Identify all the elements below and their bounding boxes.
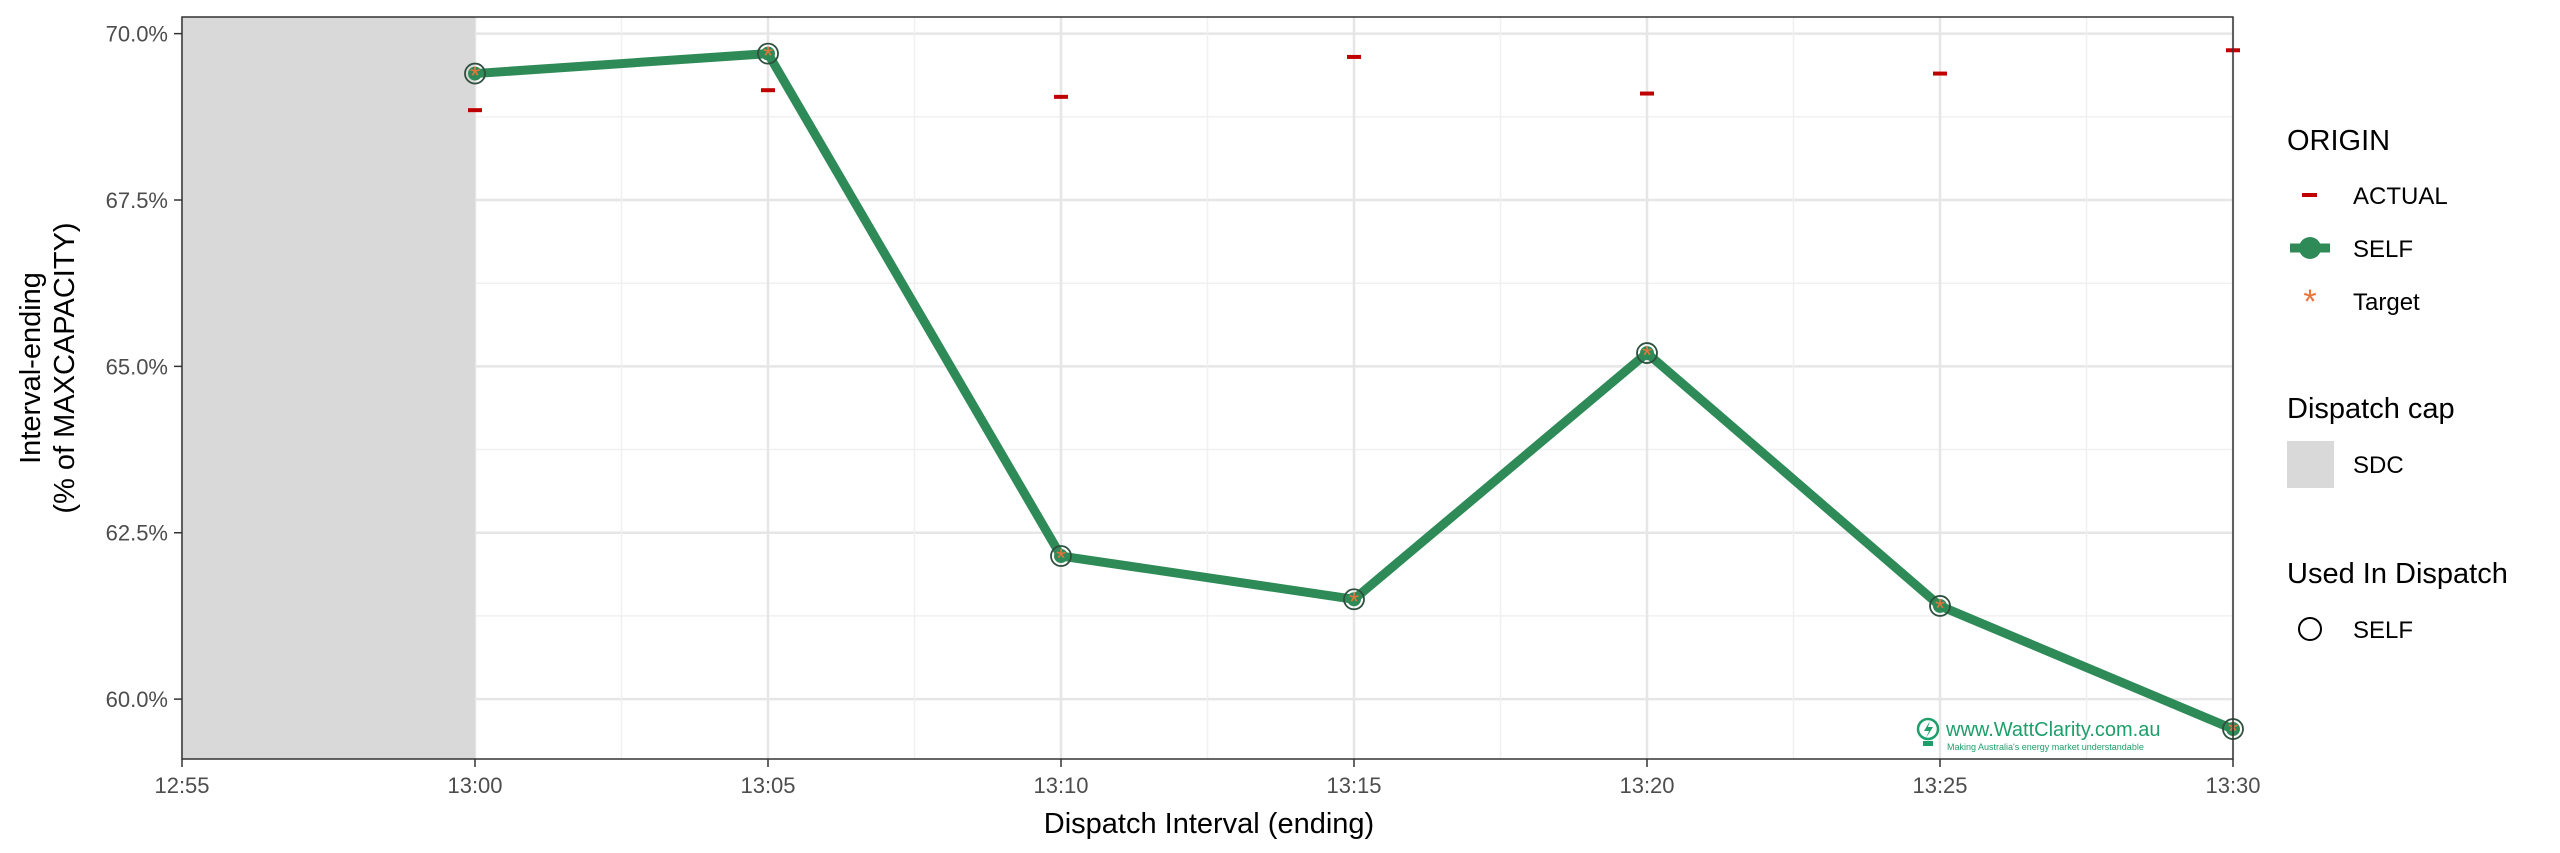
target-point: * bbox=[470, 61, 480, 91]
target-point: * bbox=[1056, 543, 1066, 573]
used-in-dispatch-circle bbox=[1929, 595, 1951, 617]
target-point: * bbox=[1642, 340, 1652, 370]
x-tick-label: 13:10 bbox=[1033, 773, 1088, 798]
y-tick-label: 65.0% bbox=[106, 354, 168, 379]
x-tick-label: 12:55 bbox=[154, 773, 209, 798]
watermark-text: www.WattClarity.com.au bbox=[1945, 719, 2160, 741]
used-in-dispatch-circle bbox=[1343, 588, 1365, 611]
used-in-dispatch-circle bbox=[1050, 545, 1072, 567]
dispatch-cap-region bbox=[182, 17, 475, 759]
target-point: * bbox=[1935, 593, 1945, 623]
self-point bbox=[468, 66, 482, 81]
legend-self-key-dot bbox=[2299, 237, 2321, 259]
watermark: www.WattClarity.com.au Making Australia'… bbox=[1916, 717, 2160, 752]
y-tick-label: 67.5% bbox=[106, 188, 168, 213]
legend-label-target: Target bbox=[2353, 289, 2420, 316]
legend-used-self-key bbox=[2298, 617, 2322, 641]
legend-label-actual: ACTUAL bbox=[2353, 183, 2448, 210]
series-self-line bbox=[468, 46, 2240, 737]
actual-markers bbox=[468, 48, 2240, 113]
used-in-dispatch-circle bbox=[1636, 342, 1658, 364]
legend: ORIGIN ACTUAL SELF * Target Dispatch cap… bbox=[2287, 125, 2508, 644]
legend-title-dispatch-cap: Dispatch cap bbox=[2287, 393, 2455, 425]
used-in-dispatch-markers bbox=[464, 42, 2244, 740]
legend-title-origin: ORIGIN bbox=[2287, 125, 2390, 157]
x-tick-label: 13:15 bbox=[1326, 773, 1381, 798]
legend-sdc-key bbox=[2287, 441, 2334, 488]
sdc-shaded-region bbox=[182, 17, 475, 759]
self-point bbox=[1640, 346, 1654, 361]
legend-target-key: * bbox=[2303, 283, 2316, 321]
x-tick-label: 13:25 bbox=[1912, 773, 1967, 798]
y-axis-title-line1: Interval-ending bbox=[15, 272, 47, 464]
x-tick-label: 13:30 bbox=[2205, 773, 2260, 798]
y-tick-label: 60.0% bbox=[106, 687, 168, 712]
lightning-bolt-icon bbox=[1924, 721, 1933, 738]
x-tick-label: 13:20 bbox=[1619, 773, 1674, 798]
y-axis: 60.0% 62.5% 65.0% 67.5% 70.0% bbox=[106, 22, 182, 712]
lightbulb-base bbox=[1923, 741, 1933, 746]
legend-label-sdc: SDC bbox=[2353, 452, 2404, 479]
legend-label-used-self: SELF bbox=[2353, 617, 2413, 644]
x-axis: 12:55 13:00 13:05 13:10 13:15 13:20 13:25 13:30 bbox=[154, 759, 2261, 798]
watermark-tagline: Making Australia's energy market underst… bbox=[1947, 742, 2144, 752]
y-tick-label: 62.5% bbox=[106, 521, 168, 546]
target-point: * bbox=[1349, 586, 1359, 616]
legend-label-self: SELF bbox=[2353, 236, 2413, 263]
lightbulb-icon bbox=[1916, 717, 1940, 741]
x-tick-label: 13:05 bbox=[740, 773, 795, 798]
x-tick-label: 13:00 bbox=[447, 773, 502, 798]
panel-frame bbox=[181, 16, 2234, 760]
target-point: * bbox=[763, 41, 773, 71]
self-point bbox=[1054, 549, 1068, 564]
used-in-dispatch-circle bbox=[757, 42, 779, 65]
y-tick-label: 70.0% bbox=[106, 22, 168, 47]
plot-border bbox=[181, 16, 2234, 760]
self-point bbox=[1347, 592, 1361, 607]
self-point bbox=[761, 46, 775, 61]
x-axis-title: Dispatch Interval (ending) bbox=[1044, 808, 1374, 840]
legend-title-used-in-dispatch: Used In Dispatch bbox=[2287, 558, 2508, 590]
self-point bbox=[1933, 598, 1947, 613]
y-axis-title-line2: (% of MAXCAPACITY) bbox=[49, 222, 81, 513]
used-in-dispatch-circle bbox=[464, 62, 486, 85]
